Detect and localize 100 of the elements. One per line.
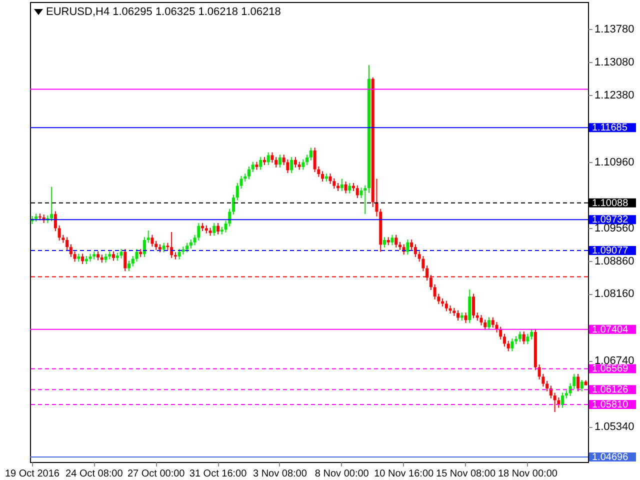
candlestick: [212, 222, 216, 236]
candlestick: [580, 379, 584, 392]
candlestick: [506, 340, 510, 352]
candlestick: [178, 248, 181, 260]
y-tick-label: 1.09560: [594, 222, 634, 234]
ref-line-label: 1.06126: [592, 384, 629, 396]
y-tick-label: 1.08860: [594, 255, 634, 268]
candlestick: [270, 152, 274, 164]
candlestick: [321, 170, 324, 182]
candlestick: [530, 328, 534, 340]
candlestick: [216, 222, 220, 235]
y-tick-label: 1.10960: [594, 156, 634, 168]
candlestick: [69, 244, 72, 258]
candlestick: [561, 392, 564, 408]
y-tick-label: 1.05340: [594, 421, 634, 434]
candlestick: [240, 175, 243, 190]
candlestick: [546, 380, 549, 392]
candlestick: [150, 234, 154, 248]
candlestick: [328, 173, 332, 184]
x-tick-label: 3 Nov 08:00: [253, 468, 308, 480]
candlestick: [480, 314, 483, 326]
candlestick: [464, 312, 468, 324]
candlestick: [394, 234, 398, 248]
candlestick: [274, 156, 278, 168]
candlestick: [484, 319, 487, 331]
candlestick: [120, 248, 123, 259]
candlestick: [259, 156, 262, 170]
x-tick-label: 10 Nov 16:00: [374, 468, 434, 480]
candlestick: [340, 178, 344, 192]
ref-line-label: 1.09077: [592, 246, 629, 257]
x-tick-label: 8 Nov 00:00: [314, 468, 370, 480]
candlestick: [66, 236, 69, 250]
x-tick-label: 19 Oct 2016: [4, 468, 60, 480]
ref-line-label: 1.07404: [592, 324, 629, 336]
y-tick-label: 1.12380: [594, 89, 634, 102]
candlestick: [488, 316, 490, 331]
candlestick: [356, 184, 359, 199]
candlestick: [348, 182, 352, 194]
candlestick: [286, 158, 290, 174]
candlestick: [309, 147, 312, 161]
candlestick: [81, 253, 84, 265]
candlestick: [248, 166, 250, 180]
candlestick: [232, 194, 236, 216]
candlestick: [73, 250, 76, 262]
candlestick: [162, 242, 166, 253]
candlestick: [444, 300, 448, 312]
candlestick: [414, 244, 417, 258]
candlestick: [364, 184, 367, 215]
candlestick: [390, 234, 394, 246]
candlestick: [146, 230, 150, 244]
x-tick-label: 18 Nov 00:00: [498, 468, 558, 480]
candlestick: [278, 154, 282, 168]
x-tick-label: 27 Oct 00:00: [127, 468, 186, 480]
candlestick: [526, 333, 530, 345]
candlestick: [332, 178, 336, 190]
y-tick-label: 1.13080: [594, 56, 634, 68]
ref-line-label: 1.05810: [592, 400, 629, 410]
candlestick: [344, 181, 348, 194]
y-tick-label: 1.13780: [594, 23, 634, 36]
candlestick: [576, 373, 580, 392]
candlestick: [135, 248, 138, 262]
candlestick: [142, 236, 146, 258]
x-tick-label: 15 Nov 08:00: [436, 468, 496, 480]
candlestick: [294, 156, 297, 168]
candlestick: [313, 147, 316, 173]
candlestick: [170, 232, 174, 258]
ref-line-label: 1.10088: [592, 198, 629, 209]
ref-line-label: 1.11685: [592, 122, 628, 134]
x-tick-label: 31 Oct 16:00: [189, 468, 248, 480]
candlestick: [553, 392, 556, 413]
candlestick: [290, 156, 294, 174]
candlestick: [50, 186, 54, 222]
candlestick: [522, 330, 526, 345]
candlestick: [406, 239, 410, 256]
candlestick: [468, 289, 472, 324]
candlestick: [422, 256, 425, 272]
x-tick-label: 24 Oct 08:00: [66, 468, 124, 480]
candlestick: [306, 154, 309, 166]
candlestick: [499, 326, 502, 340]
candlestick: [54, 210, 57, 232]
candlestick: [197, 222, 200, 241]
candlestick: [518, 330, 522, 342]
candlestick: [491, 316, 494, 328]
candlestick: [472, 293, 476, 319]
candlestick: [251, 161, 254, 173]
ref-line-label: 1.04696: [592, 452, 629, 464]
candlestick: [410, 239, 414, 250]
candlestick: [456, 310, 460, 322]
y-tick-label: 1.08160: [594, 288, 634, 300]
candlestick: [186, 242, 189, 253]
candlestick: [510, 338, 514, 352]
candlestick: [502, 333, 506, 348]
candlestick: [302, 158, 305, 170]
candlestick: [58, 224, 61, 241]
candlestick: [128, 260, 130, 272]
candlestick: [124, 248, 127, 272]
chart-title: EURUSD,H4 1.06295 1.06325 1.06218 1.06218: [46, 6, 281, 18]
candlestick: [433, 284, 436, 300]
candlestick: [236, 182, 239, 201]
candlestick: [112, 250, 116, 262]
